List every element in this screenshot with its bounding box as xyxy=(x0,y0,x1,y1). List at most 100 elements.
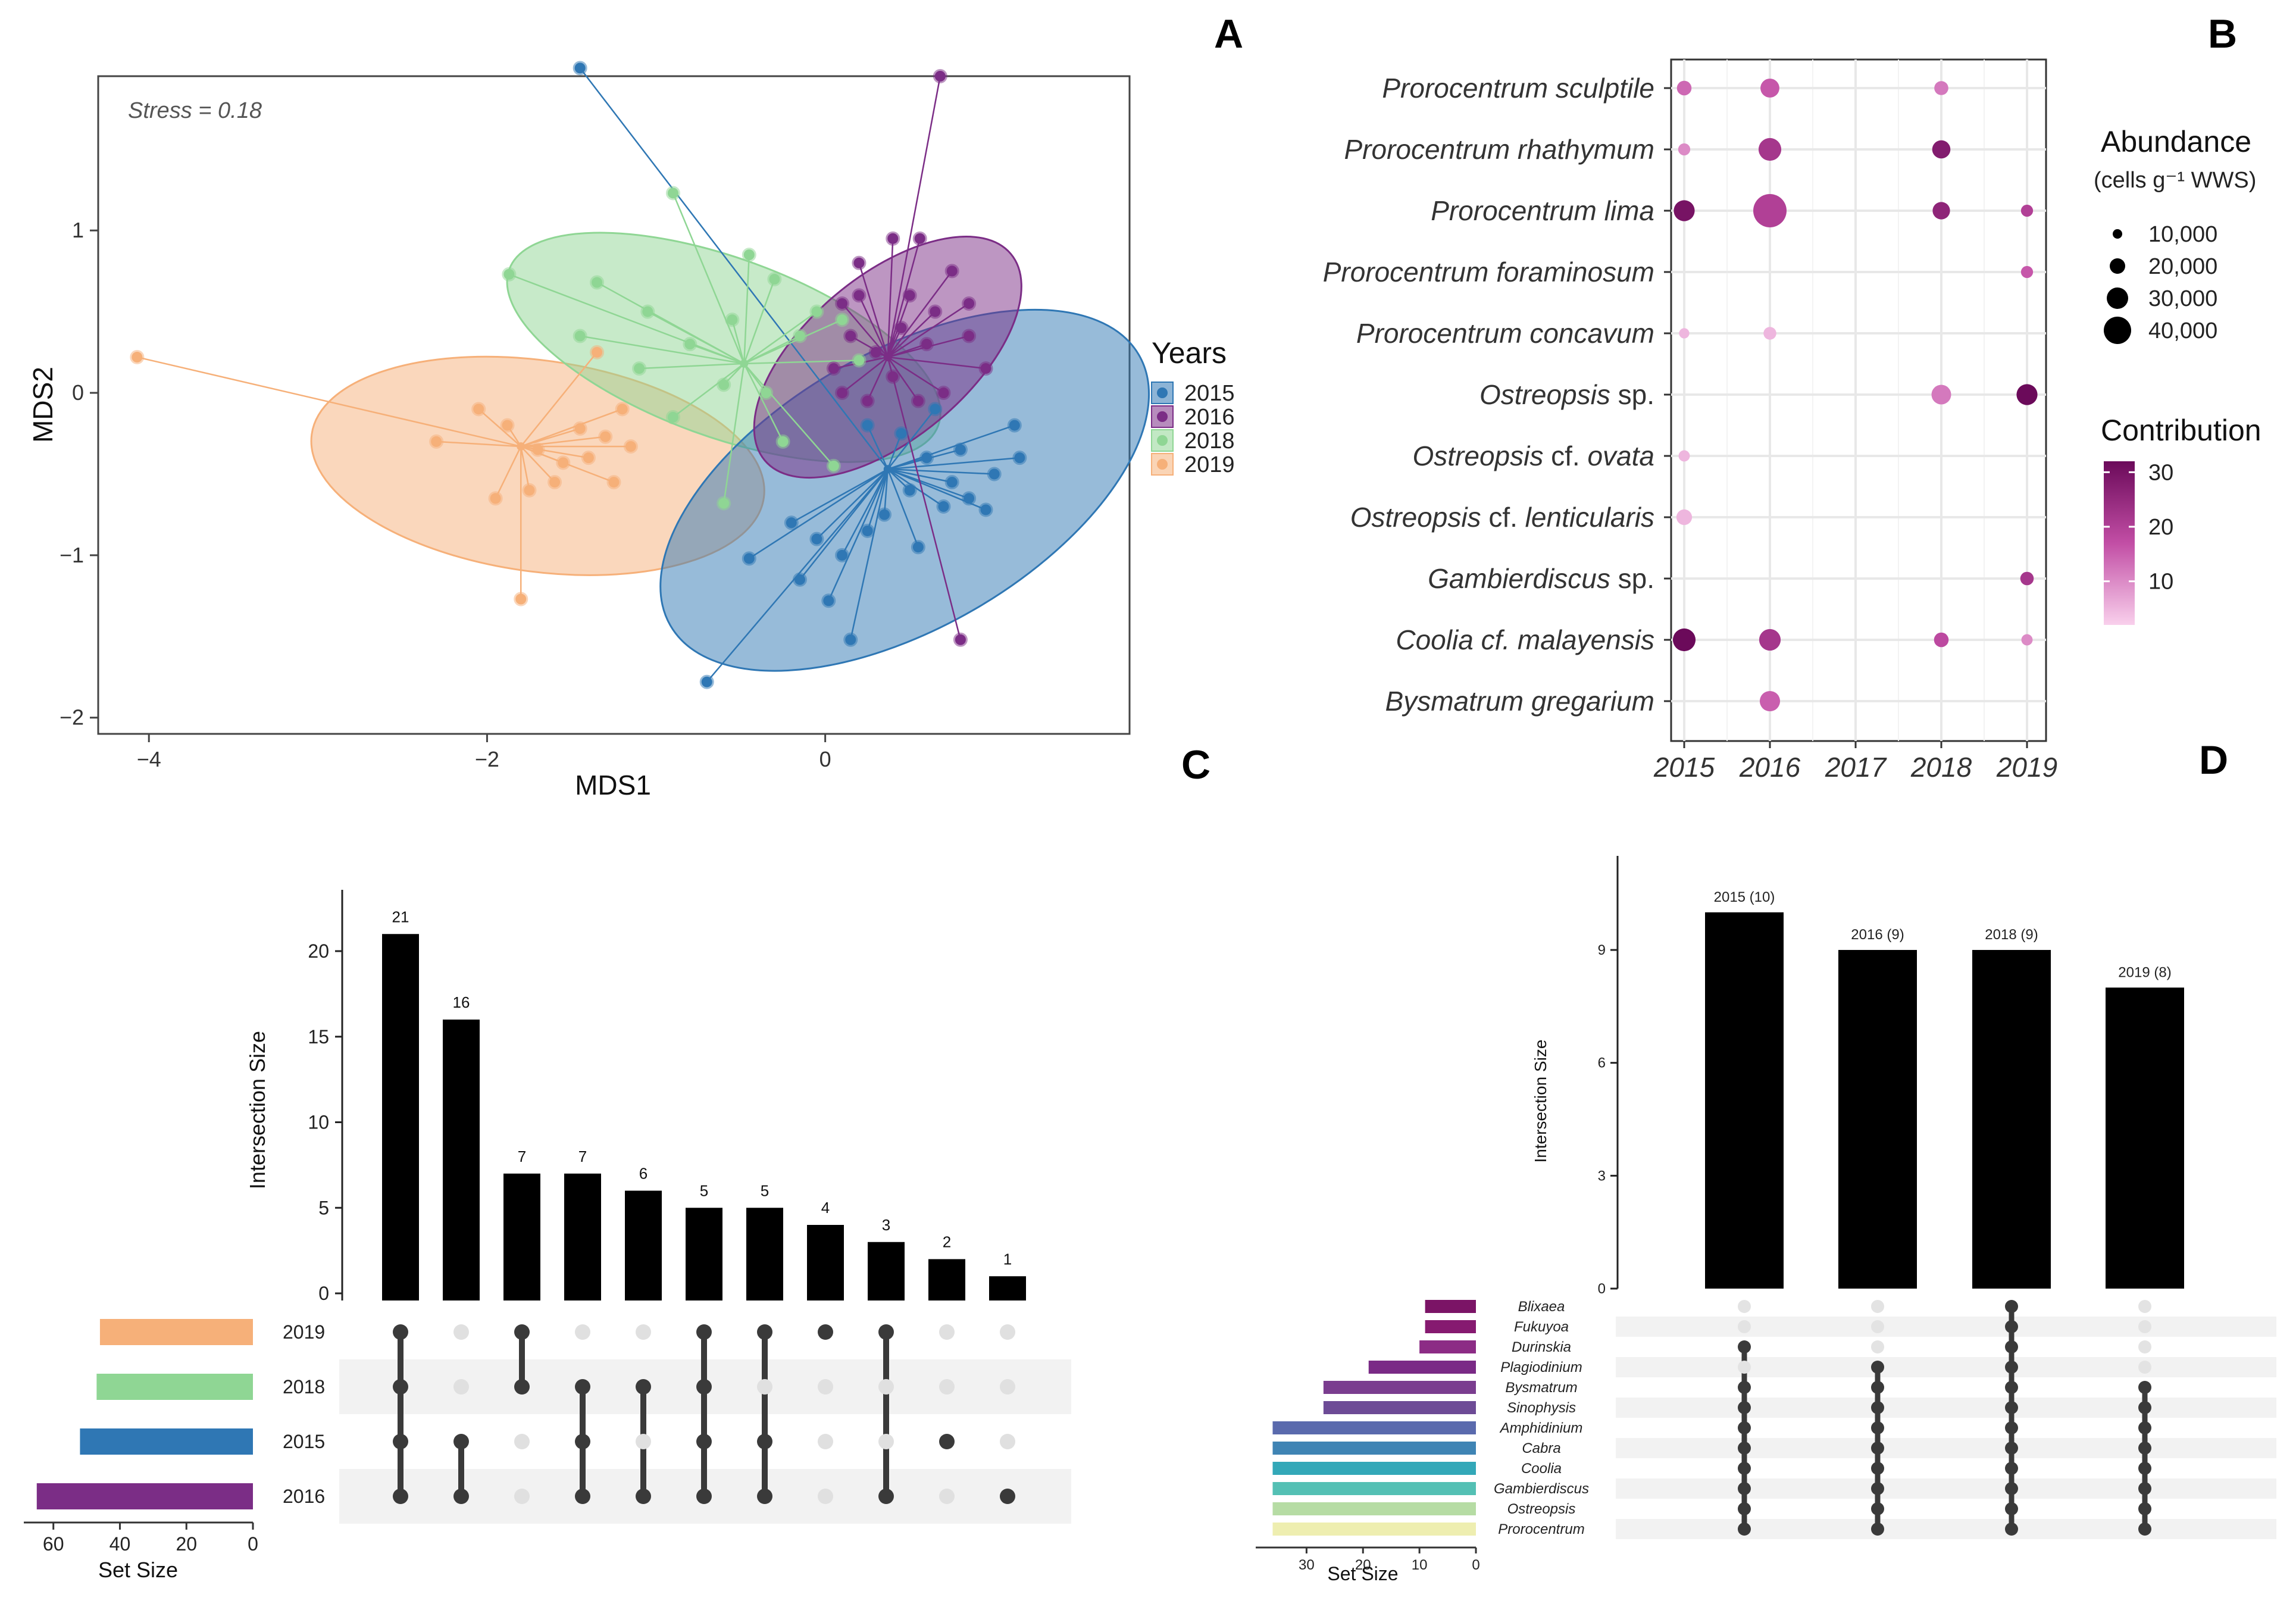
panel-b-size-legend: 10,000 20,000 30,000 40,000 xyxy=(2104,222,2217,344)
matrix-dot-filled xyxy=(1871,1462,1884,1475)
panel-d-matrix xyxy=(1738,1300,2151,1536)
matrix-dot-filled xyxy=(393,1379,408,1395)
matrix-dot-filled xyxy=(696,1434,712,1449)
point-2015 xyxy=(911,540,925,555)
matrix-dot-filled xyxy=(453,1489,469,1504)
intersection-bar xyxy=(1972,950,2051,1289)
point-2016 xyxy=(894,320,909,335)
point-2019 xyxy=(500,418,515,433)
point-2019 xyxy=(590,345,605,359)
centroid-2015 xyxy=(883,465,892,474)
spider-line-2018 xyxy=(647,311,745,365)
point-2015 xyxy=(894,426,909,441)
panel-c-axis: 0 5 10 15 20 xyxy=(308,890,343,1304)
x-tick-label: −4 xyxy=(137,747,161,771)
bubble xyxy=(2020,571,2034,586)
set-size-bar-coolia xyxy=(1272,1462,1476,1475)
point-2019 xyxy=(429,434,444,449)
spider-line-2019 xyxy=(436,440,521,448)
spider-line-2018 xyxy=(743,363,834,467)
spider-line-2016 xyxy=(887,357,919,402)
matrix-dot-empty xyxy=(939,1489,955,1504)
matrix-dot-filled xyxy=(696,1324,712,1340)
matrix-dot-filled xyxy=(2005,1381,2018,1394)
matrix-dot-filled xyxy=(393,1324,408,1340)
intersection-bar-label: 16 xyxy=(453,993,470,1011)
species-label: Ostreopsis sp. xyxy=(1479,379,1654,410)
panel-a-points xyxy=(130,61,1027,689)
matrix-dot-empty xyxy=(818,1489,833,1504)
intersection-bar xyxy=(625,1190,662,1300)
size-legend-label: 30,000 xyxy=(2148,286,2217,311)
spider-line-2015 xyxy=(816,468,889,540)
size-legend-label: 20,000 xyxy=(2148,254,2217,279)
genus-label-prorocentrum: Prorocentrum xyxy=(1498,1521,1584,1537)
spider-line-2016 xyxy=(887,238,894,358)
point-2018 xyxy=(632,361,647,376)
matrix-dot-filled xyxy=(2005,1320,2018,1333)
intersection-bar xyxy=(2106,987,2184,1289)
spider-line-2015 xyxy=(887,424,1015,470)
intersection-bar-label: 2015 (10) xyxy=(1714,889,1775,905)
matrix-dot-empty xyxy=(2138,1300,2151,1313)
panel-letter-b: B xyxy=(2208,11,2237,57)
intersection-bar xyxy=(989,1276,1026,1300)
matrix-dot-filled xyxy=(1871,1442,1884,1455)
spider-line-2019 xyxy=(520,446,555,483)
spider-line-2018 xyxy=(744,359,859,365)
panel-c-y-axis-title: Intersection Size xyxy=(245,1031,270,1189)
set-size-bar-gambierdiscus xyxy=(1272,1482,1476,1495)
spider-line-2016 xyxy=(858,295,889,358)
matrix-dot-filled xyxy=(1871,1421,1884,1434)
matrix-dot-filled xyxy=(2138,1523,2151,1536)
point-2015 xyxy=(835,548,850,562)
point-2018 xyxy=(826,458,841,473)
point-2016 xyxy=(860,393,875,408)
bubble xyxy=(2020,265,2034,279)
panel-b-color-legend-title: Contribution xyxy=(2101,414,2261,447)
set-label-2015: 2015 xyxy=(283,1431,325,1452)
intersection-bar xyxy=(928,1259,965,1300)
bubble xyxy=(1758,137,1782,161)
legend-label-2016: 2016 xyxy=(1184,405,1235,430)
matrix-dot-filled xyxy=(1738,1462,1751,1475)
spider-line-2018 xyxy=(743,255,750,364)
matrix-dot-filled xyxy=(1871,1361,1884,1374)
set-size-bar-fukuyoa xyxy=(1425,1320,1476,1333)
bubble xyxy=(1759,690,1781,712)
matrix-dot-filled xyxy=(757,1434,772,1449)
legend-dot-2018 xyxy=(1157,435,1168,446)
matrix-dot-filled xyxy=(939,1434,955,1449)
legend-dot-2019 xyxy=(1157,459,1168,470)
panel-d-matrix-shading xyxy=(1616,1317,2276,1539)
matrix-dot-filled xyxy=(575,1434,590,1449)
matrix-row-shading xyxy=(1616,1357,2276,1377)
point-2019 xyxy=(488,491,503,506)
bubble xyxy=(1934,81,1948,95)
point-2016 xyxy=(919,337,934,352)
point-2019 xyxy=(548,475,562,490)
matrix-dot-filled xyxy=(818,1324,833,1340)
point-2019 xyxy=(514,592,528,607)
set-size-tick-label: 0 xyxy=(248,1533,258,1555)
point-2016 xyxy=(936,386,951,401)
point-2019 xyxy=(581,451,596,465)
set-size-bar-blixaea xyxy=(1425,1300,1476,1313)
matrix-dot-empty xyxy=(1871,1320,1884,1333)
intersection-bar xyxy=(868,1242,905,1300)
spider-line-2018 xyxy=(639,362,745,370)
set-size-bar-durinskia xyxy=(1419,1340,1476,1353)
matrix-dot-empty xyxy=(1000,1379,1015,1395)
bubble xyxy=(1931,384,1951,405)
matrix-dot-empty xyxy=(2138,1361,2151,1374)
matrix-dot-filled xyxy=(2005,1462,2018,1475)
set-size-bar-2018 xyxy=(96,1374,253,1400)
matrix-dot-filled xyxy=(757,1489,772,1504)
legend-dot-2015 xyxy=(1157,387,1168,398)
spider-line-2016 xyxy=(858,262,889,358)
matrix-dot-empty xyxy=(1738,1320,1751,1333)
matrix-dot-empty xyxy=(453,1324,469,1340)
panel-a-legend-title: Years xyxy=(1152,336,1227,370)
spider-line-2016 xyxy=(887,357,962,640)
